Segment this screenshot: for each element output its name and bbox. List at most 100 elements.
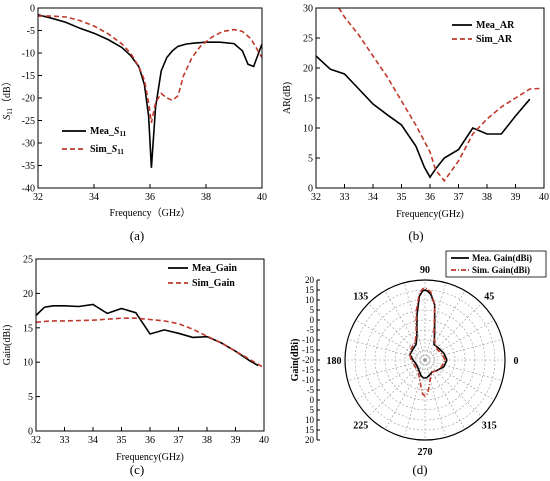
panel-c-legend: Mea_Gain Sim_Gain xyxy=(168,263,237,289)
panel-b-x-tick-label: 38 xyxy=(482,192,492,203)
polar-angle-label: 90 xyxy=(420,265,430,276)
panel-d-series-simulated-pattern xyxy=(409,287,446,398)
panel-a-x-tick-label: 34 xyxy=(89,192,99,203)
panel-b-x-tick-label: 33 xyxy=(340,192,350,203)
panel-c-y-tick-label: 0 xyxy=(28,427,33,438)
panel-b-x-tick-label: 32 xyxy=(311,192,321,203)
panel-b-x-tick-label: 40 xyxy=(539,192,549,203)
legend-label-sim-s11: Sim_S11 xyxy=(90,144,124,156)
panel-c-x-tick-label: 33 xyxy=(60,435,70,446)
panel-c-ticks: 32 33 34 35 36 37 38 39 40 0 5 10 15 20 25 xyxy=(23,255,269,447)
panel-d-series-measured-pattern xyxy=(409,289,448,379)
polar-radial-tick-label: -15 xyxy=(302,365,314,375)
polar-grid-spoke xyxy=(424,359,446,438)
polar-grid-spoke xyxy=(424,303,482,361)
polar-radial-tick-label: 20 xyxy=(305,275,315,285)
panel-b-y-tick-label: 25 xyxy=(303,34,313,45)
panel-b-y-tick-label: 10 xyxy=(303,124,313,135)
panel-d-legend: Mea. Gain(dBi) Sim. Gain(dBi) xyxy=(445,250,547,278)
panel-a-y-tick-label: -10 xyxy=(22,49,35,60)
legend-label-mea-s11: Mea_S11 xyxy=(90,126,127,138)
polar-grid-spoke xyxy=(424,359,482,417)
panel-c-x-tick-label: 37 xyxy=(174,435,184,446)
legend-label-sim-gain: Sim_Gain xyxy=(192,278,235,289)
polar-radial-tick-label: 10 xyxy=(305,295,315,305)
panel-a-y-tick-label: -35 xyxy=(22,161,35,172)
panel-b-legend: Mea_AR Sim_AR xyxy=(452,20,515,45)
polar-grid-spoke xyxy=(384,290,426,361)
polar-radial-tick-label: -20 xyxy=(302,355,314,365)
panel-b-ticks: 32 33 34 35 36 37 38 39 40 0 5 10 15 20 25 30 xyxy=(303,4,549,204)
polar-angle-label: 45 xyxy=(484,292,494,303)
polar-grid-spoke xyxy=(384,359,426,430)
panel-a-ticks: 32 34 36 38 40 0 -5 -10 -15 -20 -25 -30 -35 -40 xyxy=(22,4,267,204)
panel-a-y-tick-label: -15 xyxy=(22,71,35,82)
panel-d-series-layer xyxy=(409,287,448,398)
panel-a-series-layer xyxy=(38,14,262,168)
polar-radial-tick-label: 5 xyxy=(310,305,315,315)
panel-c-x-tick-label: 34 xyxy=(88,435,98,446)
panel-d-ylabel: Gain(dBi) xyxy=(290,339,301,382)
panel-d-legend-box xyxy=(445,250,547,278)
polar-grid-spoke xyxy=(404,282,426,361)
panel-a-x-tick-label: 36 xyxy=(145,192,155,203)
panel-b: 32 33 34 35 36 37 38 39 40 0 5 10 15 20 25 30 AR(dB) Fr… xyxy=(282,4,549,244)
polar-outer-circle xyxy=(344,279,506,441)
panel-c-x-tick-label: 36 xyxy=(145,435,155,446)
panel-b-x-tick-label: 34 xyxy=(368,192,378,203)
panel-a-y-tick-label: -20 xyxy=(22,94,35,105)
panel-a-plot-frame xyxy=(37,7,263,189)
panel-c: 32 33 34 35 36 37 38 39 40 0 5 10 15 20 25 Gain(dBi) F… xyxy=(2,255,269,478)
panel-c-series-layer xyxy=(36,303,264,369)
panel-c-xlabel: Frequency(GHz) xyxy=(116,452,184,463)
legend-label-mea-ar: Mea_AR xyxy=(476,20,515,31)
panel-a: 32 34 36 38 40 0 -5 -10 -15 -20 -25 -30 -35 -40 S11（d… xyxy=(1,4,267,244)
panel-c-caption: (c) xyxy=(130,462,144,477)
polar-radial-tick-label: 15 xyxy=(305,425,315,435)
panel-a-xlabel: Frequency（GHz） xyxy=(109,207,190,219)
panel-c-series-measured-line xyxy=(36,303,259,367)
panel-b-x-tick-label: 37 xyxy=(454,192,464,203)
panel-a-legend: Mea_S11 Sim_S11 xyxy=(62,126,127,156)
panel-a-ylabel: S11（dB） xyxy=(1,76,14,119)
panel-b-y-tick-label: 0 xyxy=(308,184,313,195)
panel-c-series-simulated-line xyxy=(36,317,264,369)
panel-b-series-simulated-line xyxy=(338,8,542,183)
panel-b-y-tick-label: 15 xyxy=(303,94,313,105)
panel-b-caption: (b) xyxy=(408,228,423,243)
polar-grid-spoke xyxy=(347,359,426,381)
polar-radial-tick-label: 5 xyxy=(310,405,315,415)
legend-label-mea-gain: Mea_Gain xyxy=(192,263,237,274)
panel-c-y-tick-label: 20 xyxy=(23,289,33,300)
polar-grid-spoke xyxy=(404,359,426,438)
panel-d-ticks: 20151050-5-10-15-20-15-10-50510152004590… xyxy=(302,265,519,458)
panel-a-y-tick-label: -5 xyxy=(27,26,35,37)
panel-a-series-measured-line xyxy=(38,14,262,168)
legend-label-sim-gain-dbi: Sim. Gain(dBi) xyxy=(472,265,530,275)
panel-a-y-tick-label: -40 xyxy=(22,184,35,195)
panel-d: 20151050-5-10-15-20-15-10-50510152004590… xyxy=(290,250,547,477)
panel-a-x-tick-label: 40 xyxy=(257,192,267,203)
panel-b-ylabel: AR(dB) xyxy=(282,82,293,114)
polar-angle-label: 0 xyxy=(514,356,519,367)
panel-a-y-tick-label: 0 xyxy=(30,4,35,15)
panel-b-xlabel: Frequency(GHz) xyxy=(396,209,464,220)
polar-grid-spoke xyxy=(424,359,503,381)
panel-c-y-tick-label: 15 xyxy=(23,323,33,334)
polar-radial-tick-label: 15 xyxy=(305,285,315,295)
panel-a-x-tick-label: 32 xyxy=(33,192,43,203)
panel-c-x-tick-label: 38 xyxy=(202,435,212,446)
panel-b-y-tick-label: 20 xyxy=(303,64,313,75)
panel-c-y-tick-label: 25 xyxy=(23,255,33,266)
panel-c-y-tick-label: 5 xyxy=(28,392,33,403)
panel-c-x-tick-label: 40 xyxy=(259,435,269,446)
polar-grid-spoke xyxy=(368,359,426,417)
panel-b-series-measured-line xyxy=(316,55,531,179)
polar-grid-spoke xyxy=(424,290,466,361)
legend-label-sim-ar: Sim_AR xyxy=(476,34,513,45)
panel-d-grid xyxy=(344,279,506,441)
polar-angle-label: 225 xyxy=(353,420,368,431)
polar-grid-spoke xyxy=(424,339,503,361)
polar-angle-label: 270 xyxy=(418,447,433,458)
panel-b-x-tick-label: 35 xyxy=(397,192,407,203)
